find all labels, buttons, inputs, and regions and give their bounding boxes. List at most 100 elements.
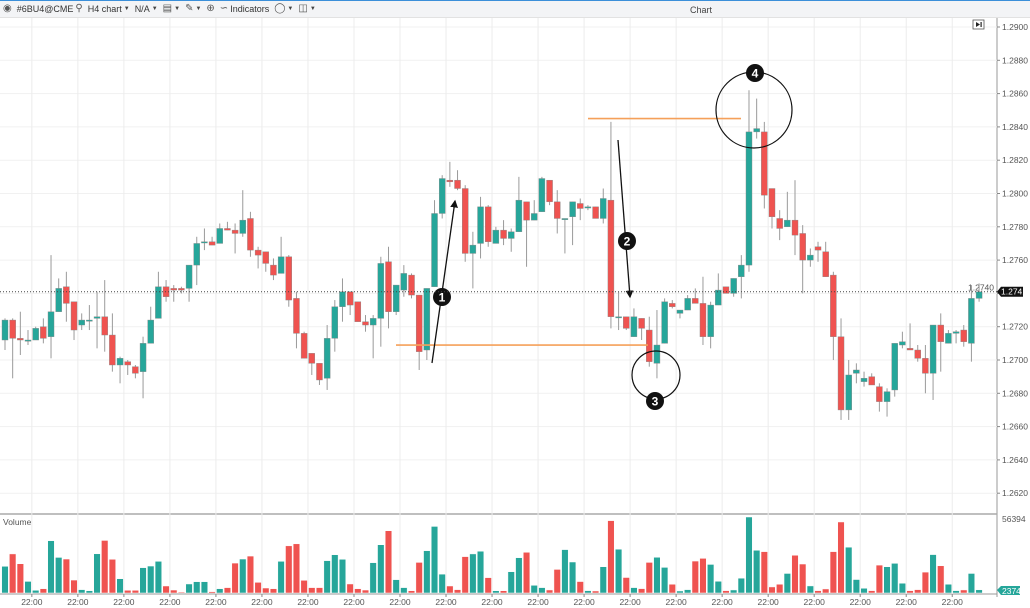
- candle[interactable]: [323, 325, 331, 390]
- candle[interactable]: [814, 241, 822, 262]
- step-marker[interactable]: 2: [618, 232, 636, 250]
- candle[interactable]: [876, 383, 883, 412]
- candle[interactable]: [86, 305, 93, 331]
- candle[interactable]: [860, 371, 868, 387]
- candle[interactable]: [392, 284, 400, 316]
- candle[interactable]: [646, 316, 653, 367]
- candle[interactable]: [745, 90, 753, 272]
- candle[interactable]: [331, 300, 339, 352]
- candle[interactable]: [9, 318, 16, 379]
- candle[interactable]: [699, 276, 707, 346]
- candle[interactable]: [891, 343, 898, 397]
- candle[interactable]: [929, 324, 937, 400]
- candle[interactable]: [945, 330, 952, 344]
- candle[interactable]: [837, 318, 845, 420]
- candle[interactable]: [247, 211, 254, 257]
- candle[interactable]: [615, 291, 622, 331]
- candle[interactable]: [477, 196, 484, 259]
- candle[interactable]: [538, 176, 546, 213]
- candle[interactable]: [607, 121, 615, 329]
- candle[interactable]: [952, 330, 960, 344]
- candle[interactable]: [784, 191, 791, 227]
- candle[interactable]: [707, 301, 714, 349]
- candle[interactable]: [822, 241, 829, 277]
- candle[interactable]: [362, 315, 369, 332]
- candle[interactable]: [485, 205, 492, 247]
- candle[interactable]: [400, 265, 408, 297]
- candle[interactable]: [906, 323, 914, 351]
- candle[interactable]: [1, 318, 9, 351]
- step-marker[interactable]: 3: [646, 392, 664, 410]
- candle[interactable]: [462, 185, 469, 262]
- candle[interactable]: [853, 363, 860, 384]
- zoom-icon[interactable]: ⊕: [206, 3, 215, 14]
- candle[interactable]: [377, 256, 385, 347]
- candle[interactable]: [776, 210, 783, 241]
- candle[interactable]: [239, 190, 246, 237]
- candle[interactable]: [17, 311, 24, 356]
- display-dropdown[interactable]: ▤ ▼: [163, 4, 180, 14]
- candle[interactable]: [423, 288, 431, 360]
- search-icon[interactable]: ⚲: [75, 3, 83, 14]
- candle[interactable]: [385, 246, 392, 329]
- drawing-tools-dropdown[interactable]: ✎ ▼: [185, 4, 201, 14]
- step-marker[interactable]: 1: [433, 288, 451, 306]
- candle[interactable]: [761, 121, 768, 209]
- candle[interactable]: [139, 336, 147, 399]
- candle[interactable]: [684, 295, 691, 311]
- candle[interactable]: [768, 188, 776, 229]
- candle[interactable]: [692, 288, 699, 304]
- candle[interactable]: [109, 313, 116, 372]
- candle[interactable]: [70, 301, 78, 341]
- candle[interactable]: [592, 206, 599, 219]
- indicators-button[interactable]: ∽ Indicators: [220, 4, 269, 15]
- candle[interactable]: [270, 258, 277, 281]
- candle[interactable]: [469, 231, 477, 289]
- candle[interactable]: [975, 283, 983, 302]
- window-dropdown[interactable]: ◫ ▼: [298, 4, 315, 14]
- mode-dropdown[interactable]: N/A ▼: [135, 4, 158, 14]
- candle[interactable]: [354, 301, 362, 322]
- scroll-to-end-button[interactable]: [972, 19, 985, 30]
- candle[interactable]: [554, 190, 561, 234]
- candle[interactable]: [339, 278, 346, 322]
- candle[interactable]: [730, 278, 737, 297]
- candle[interactable]: [262, 251, 269, 272]
- candle[interactable]: [277, 236, 285, 274]
- candle[interactable]: [661, 298, 668, 344]
- candle[interactable]: [170, 285, 177, 302]
- candle[interactable]: [132, 364, 139, 379]
- candle[interactable]: [124, 360, 131, 375]
- candle[interactable]: [24, 330, 32, 346]
- candle[interactable]: [883, 388, 891, 417]
- candle[interactable]: [868, 373, 875, 386]
- candle[interactable]: [63, 271, 70, 322]
- candle[interactable]: [208, 236, 216, 246]
- candle[interactable]: [101, 280, 108, 352]
- candle[interactable]: [500, 220, 507, 246]
- candle[interactable]: [201, 228, 208, 251]
- highlight-circle[interactable]: [715, 71, 793, 149]
- candle[interactable]: [78, 313, 85, 331]
- candle[interactable]: [638, 318, 645, 341]
- candle[interactable]: [308, 353, 315, 375]
- candle[interactable]: [669, 300, 676, 309]
- candle[interactable]: [285, 255, 292, 307]
- candle[interactable]: [922, 345, 929, 394]
- candle[interactable]: [577, 198, 584, 221]
- candle[interactable]: [32, 326, 39, 341]
- candle[interactable]: [623, 316, 630, 331]
- candle[interactable]: [508, 228, 515, 252]
- candle[interactable]: [162, 280, 170, 302]
- app-logo-icon[interactable]: ◉: [3, 3, 12, 14]
- candle[interactable]: [369, 315, 377, 359]
- candle[interactable]: [960, 325, 967, 347]
- candle[interactable]: [845, 360, 852, 420]
- candle[interactable]: [438, 175, 446, 219]
- candle[interactable]: [676, 309, 684, 319]
- candle[interactable]: [178, 286, 185, 294]
- candle[interactable]: [799, 225, 806, 294]
- symbol-field[interactable]: #6BU4@CME ⚲: [17, 3, 83, 15]
- candle[interactable]: [93, 291, 101, 349]
